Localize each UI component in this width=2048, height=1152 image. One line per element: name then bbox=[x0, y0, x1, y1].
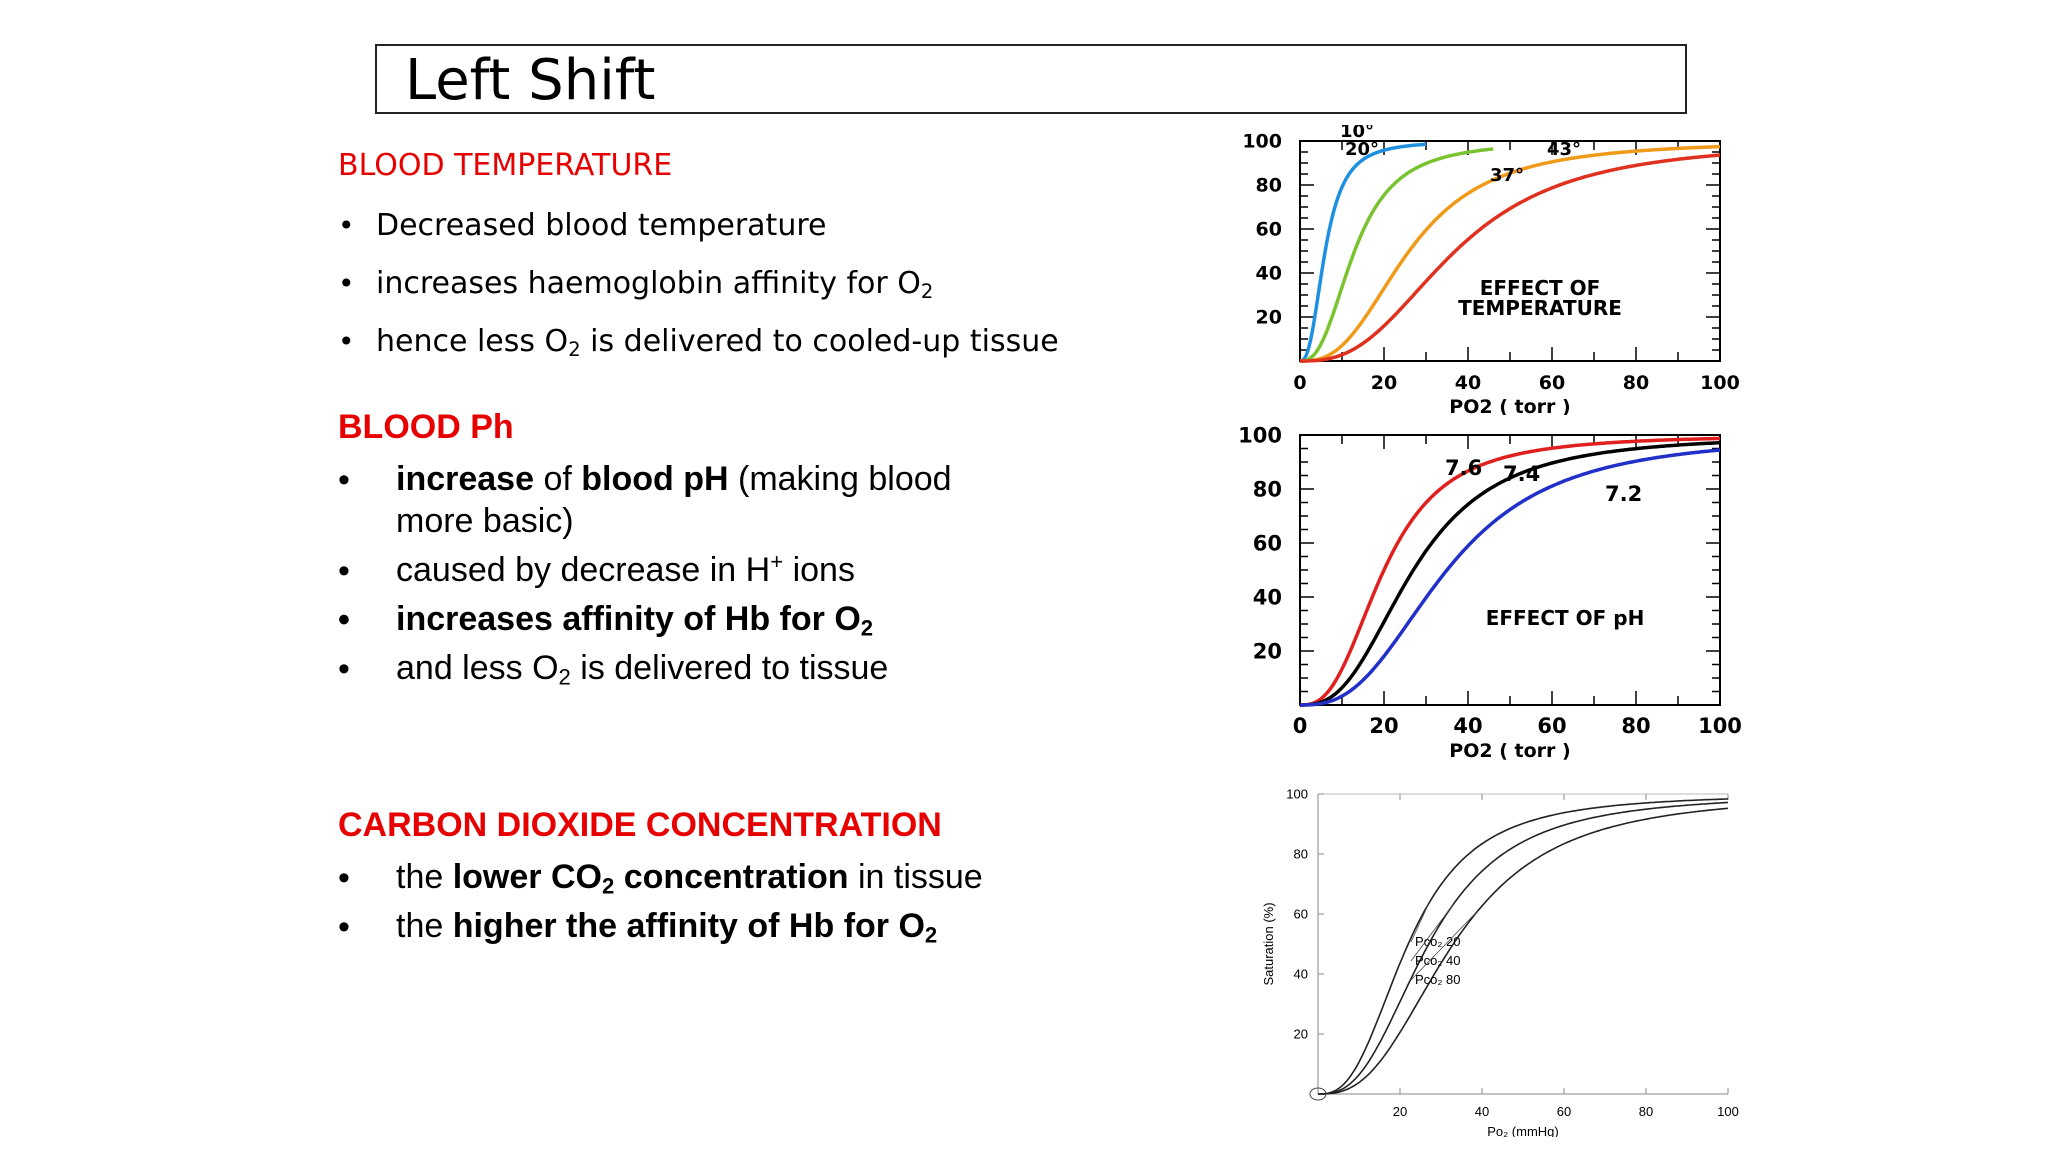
series-label: 20° bbox=[1345, 139, 1379, 160]
x-tick-label: 60 bbox=[1539, 372, 1565, 394]
list-item: • increases affinity of Hb for O2 bbox=[338, 600, 874, 641]
y-tick-label: 80 bbox=[1253, 477, 1282, 501]
series-line bbox=[1300, 144, 1721, 363]
y-tick-label: 20 bbox=[1294, 1027, 1308, 1042]
x-axis-label: PO2 ( torr ) bbox=[1449, 396, 1570, 415]
leader-line bbox=[1410, 903, 1430, 943]
slide-title: Left Shift bbox=[405, 48, 656, 113]
list-item: • and less O2 is delivered to tissue bbox=[338, 649, 889, 690]
leader-line bbox=[1410, 910, 1479, 981]
series-line bbox=[1318, 807, 1729, 1095]
x-tick-label: 80 bbox=[1639, 1104, 1653, 1119]
x-tick-label: 100 bbox=[1717, 1104, 1739, 1119]
bullet-icon: • bbox=[338, 325, 355, 358]
chart-title: EFFECT OF pH bbox=[1486, 606, 1645, 630]
list-item: • caused by decrease in H+ ions bbox=[338, 548, 855, 590]
y-tick-label: 60 bbox=[1294, 907, 1308, 922]
series-label: 7.4 bbox=[1503, 462, 1540, 486]
ph-heading: BLOOD Ph bbox=[338, 408, 514, 446]
y-tick-label: 20 bbox=[1256, 307, 1282, 329]
y-tick-label: 40 bbox=[1253, 585, 1282, 609]
temperature-chart: 0 20 40 60 80 100 20 40 60 80 100 PO2 ( torr ) EFFEC… bbox=[1242, 125, 1740, 415]
series-label: Pco₂ 20 bbox=[1415, 934, 1461, 949]
series-label: Pco₂ 80 bbox=[1415, 972, 1461, 987]
bullet-icon: • bbox=[338, 209, 355, 242]
x-tick-label: 60 bbox=[1537, 714, 1566, 738]
series-line bbox=[1300, 153, 1721, 363]
x-tick-label: 20 bbox=[1371, 372, 1397, 394]
series-label: 10° bbox=[1340, 125, 1374, 142]
series-label: 7.6 bbox=[1445, 456, 1482, 480]
origin-marker bbox=[1309, 1087, 1327, 1101]
y-tick-label: 20 bbox=[1253, 639, 1282, 663]
ph-chart: 0 20 40 60 80 100 20 40 60 80 100 PO2 ( torr ) EFFEC… bbox=[1238, 423, 1742, 762]
list-item: • Decreased blood temperature bbox=[338, 206, 1059, 264]
x-tick-label: 40 bbox=[1453, 714, 1482, 738]
x-tick-label: 0 bbox=[1293, 714, 1308, 738]
co2-heading: CARBON DIOXIDE CONCENTRATION bbox=[338, 806, 942, 844]
bullet-icon: • bbox=[338, 601, 350, 639]
bullet-icon: • bbox=[338, 908, 350, 946]
list-item: • increases haemoglobin affinity for O2 bbox=[338, 266, 934, 303]
y-tick-label: 100 bbox=[1242, 131, 1282, 153]
x-tick-label: 100 bbox=[1700, 372, 1740, 394]
x-tick-label: 100 bbox=[1698, 714, 1742, 738]
x-tick-label: 80 bbox=[1623, 372, 1649, 394]
x-tick-label: 20 bbox=[1393, 1104, 1407, 1119]
bullet-icon: • bbox=[338, 552, 350, 590]
x-tick-label: 40 bbox=[1475, 1104, 1489, 1119]
x-tick-label: 40 bbox=[1455, 372, 1481, 394]
temperature-bullets: • Decreased blood temperature • increases … bbox=[338, 206, 1059, 380]
x-tick-label: 0 bbox=[1293, 372, 1306, 394]
y-tick-label: 40 bbox=[1294, 967, 1308, 982]
title-box: Left Shift bbox=[375, 44, 1687, 114]
y-tick-label: 100 bbox=[1286, 787, 1308, 802]
x-tick-label: 20 bbox=[1369, 714, 1398, 738]
bullet-icon: • bbox=[338, 859, 350, 897]
series-label: 43° bbox=[1547, 139, 1581, 160]
chart-title: EFFECT OF TEMPERATURE bbox=[1458, 276, 1622, 320]
y-tick-label: 40 bbox=[1256, 263, 1282, 285]
x-axis-label: Po₂ (mmHg) bbox=[1487, 1124, 1559, 1137]
y-tick-label: 60 bbox=[1256, 219, 1282, 241]
series-line bbox=[1300, 436, 1720, 707]
y-tick-label: 60 bbox=[1253, 531, 1282, 555]
bullet-icon: • bbox=[338, 267, 355, 300]
list-item: • the higher the affinity of Hb for O2 bbox=[338, 907, 938, 948]
co2-chart: 20 40 60 80 100 20 40 60 80 100 Po₂ (mmHg) Saturati… bbox=[1261, 787, 1739, 1137]
x-axis-label: PO2 ( torr ) bbox=[1449, 740, 1570, 762]
series-line bbox=[1318, 798, 1729, 1095]
series-line bbox=[1300, 448, 1721, 707]
series-label: 7.2 bbox=[1605, 482, 1642, 506]
series-label: Pco₂ 40 bbox=[1415, 953, 1461, 968]
y-tick-label: 100 bbox=[1238, 423, 1282, 447]
y-axis-label: Saturation (%) bbox=[1261, 902, 1276, 985]
x-tick-label: 60 bbox=[1557, 1104, 1571, 1119]
list-item: • the lower CO2 concentration in tissue bbox=[338, 858, 983, 899]
co2-bullets: • the lower CO2 concentration in tissue •… bbox=[338, 856, 983, 954]
series-line bbox=[1300, 440, 1721, 707]
series-line bbox=[1299, 142, 1427, 363]
y-tick-label: 80 bbox=[1256, 175, 1282, 197]
list-item: • hence less O2 is delivered to cooled-up… bbox=[338, 324, 1059, 361]
ph-bullets: • increase of blood pH (making blood more… bbox=[338, 458, 1036, 696]
temperature-heading: BLOOD TEMPERATURE bbox=[338, 148, 673, 183]
y-tick-label: 80 bbox=[1294, 847, 1308, 862]
series-line bbox=[1300, 147, 1494, 363]
bullet-icon: • bbox=[338, 650, 350, 688]
series-line bbox=[1318, 801, 1729, 1095]
series-label: 37° bbox=[1490, 165, 1524, 186]
leader-line bbox=[1410, 904, 1454, 962]
list-item: • increase of blood pH (making blood more… bbox=[338, 460, 952, 540]
x-tick-label: 80 bbox=[1621, 714, 1650, 738]
bullet-icon: • bbox=[338, 461, 350, 499]
